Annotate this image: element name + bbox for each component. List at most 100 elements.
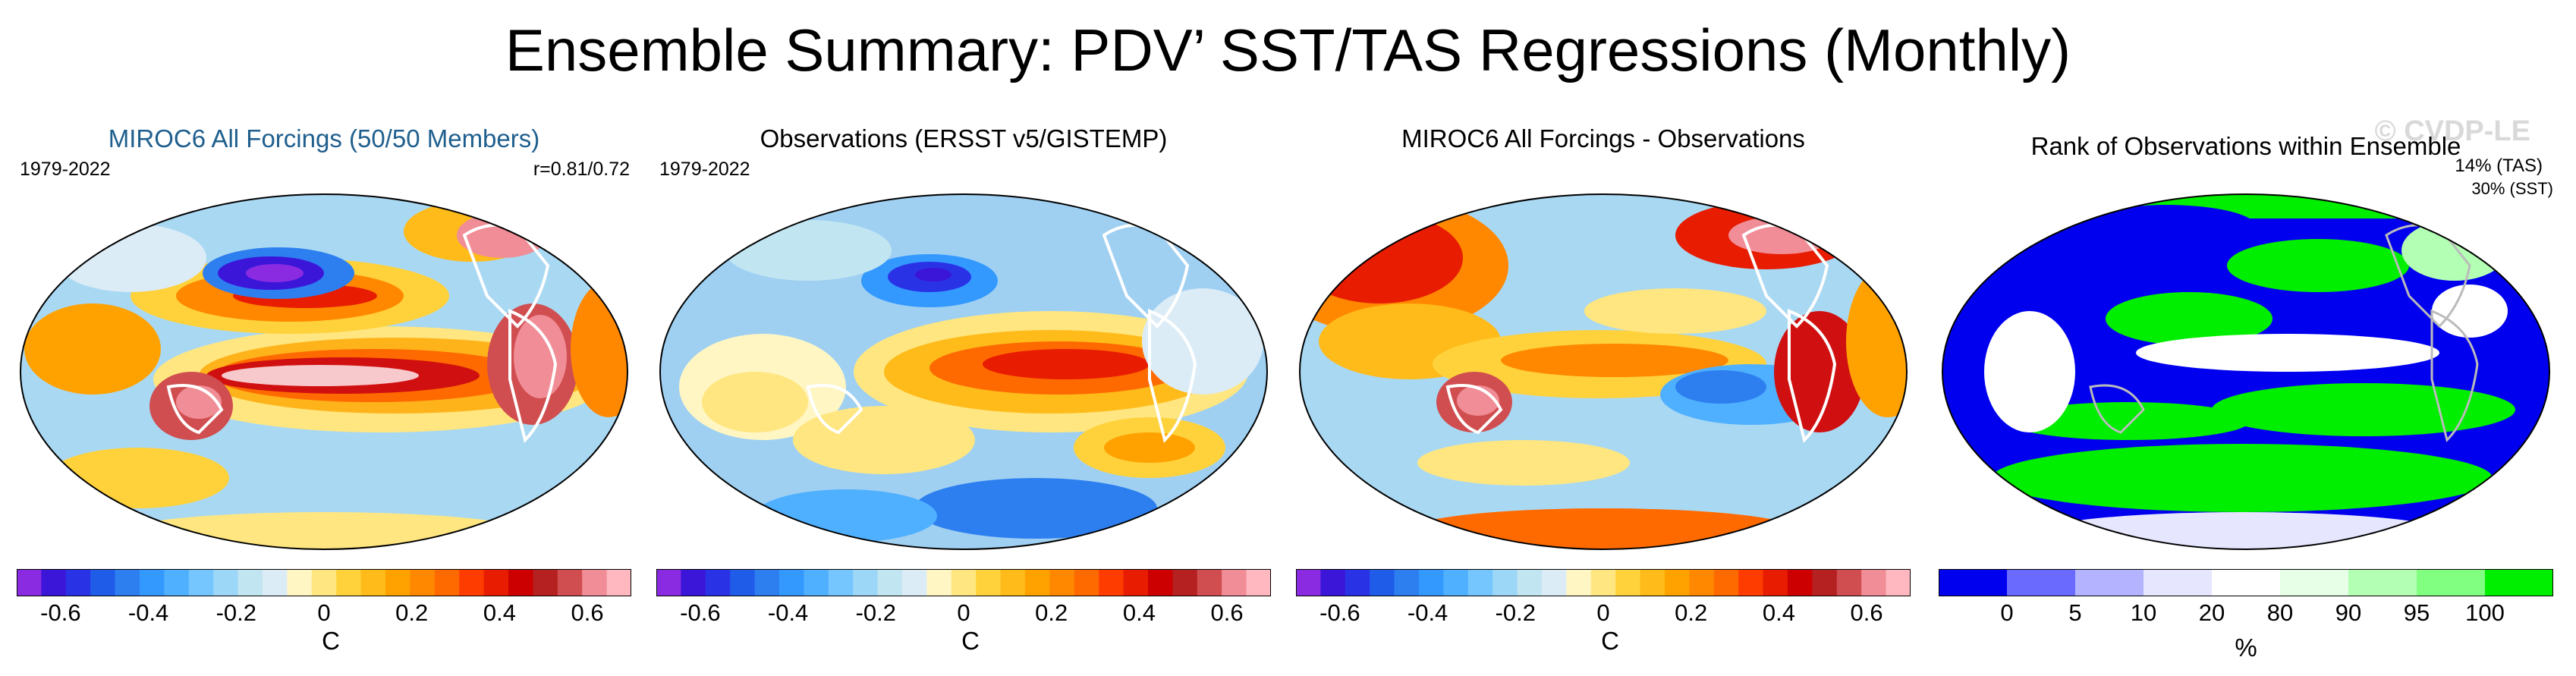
colorbar-unit: C [322, 627, 340, 655]
colorbar-swatch [804, 569, 829, 596]
colorbar-frame [17, 569, 631, 596]
colorbar-frame [1296, 569, 1911, 596]
colorbar-swatch [115, 569, 140, 596]
panel-observations: Observations (ERSST v5/GISTEMP) 1979-202… [656, 114, 1271, 671]
colorbar-swatch [1836, 569, 1862, 596]
colorbar-swatch [1939, 569, 2008, 596]
map-globe [1942, 193, 2550, 550]
colorbar-swatch [41, 569, 67, 596]
colorbar-swatch [853, 569, 879, 596]
colorbar-swatch [336, 569, 362, 596]
colorbar-swatch [1517, 569, 1543, 596]
colorbar-swatch [1640, 569, 1665, 596]
colorbar-tick-label: -0.4 [767, 599, 809, 626]
colorbar-swatch [828, 569, 854, 596]
colorbar-swatch [656, 569, 681, 596]
colorbar-swatch [1000, 569, 1026, 596]
colorbar-swatch [1763, 569, 1788, 596]
colorbar-swatch [1123, 569, 1149, 596]
colorbar-tick-label: 0.6 [571, 599, 604, 626]
colorbar-swatch [902, 569, 927, 596]
panel-title: MIROC6 All Forcings (50/50 Members) [108, 124, 540, 152]
colorbar [1296, 569, 1911, 596]
panel-rank: © CVDP-LE Rank of Observations within En… [1939, 114, 2553, 671]
colorbar-swatch [508, 569, 533, 596]
colorbar-swatch [1590, 569, 1616, 596]
colorbar-swatch [1443, 569, 1469, 596]
colorbar-swatch [1738, 569, 1764, 596]
colorbar-swatch [1713, 569, 1739, 596]
rank-sst-label: 30% (SST) [2471, 179, 2553, 198]
colorbar-swatch [263, 569, 288, 596]
colorbar-swatch [1861, 569, 1887, 596]
colorbar-tick-label: 0.4 [1762, 599, 1795, 626]
colorbar-swatch [1886, 569, 1911, 596]
colorbar-swatch [779, 569, 804, 596]
colorbar [656, 569, 1271, 596]
colorbar-unit: C [961, 627, 980, 655]
colorbar-swatch [2348, 569, 2417, 596]
colorbar-swatch [188, 569, 214, 596]
colorbar-swatch [1172, 569, 1198, 596]
watermark: © CVDP-LE [2374, 115, 2530, 147]
colorbar-unit: % [2235, 634, 2257, 662]
colorbar-swatch [1345, 569, 1370, 596]
period-label: 1979-2022 [20, 159, 111, 180]
colorbar-tick-label: -0.4 [127, 599, 169, 626]
rank-tas-label: 14% (TAS) [2455, 156, 2543, 176]
colorbar-tick-label: 0.4 [1122, 599, 1156, 626]
colorbar-tick-label: 90 [2335, 599, 2362, 626]
colorbar-swatch [385, 569, 410, 596]
colorbar-swatch [1665, 569, 1690, 596]
map-globe [1299, 193, 1908, 550]
colorbar-swatch [976, 569, 1002, 596]
panel-title: Rank of Observations within Ensemble [2030, 132, 2461, 160]
colorbar-swatch [705, 569, 731, 596]
colorbar-swatch [287, 569, 313, 596]
colorbar-swatch [877, 569, 903, 596]
colorbar-swatch [926, 569, 952, 596]
colorbar-swatch [213, 569, 239, 596]
colorbar [17, 569, 631, 596]
colorbar-tick-label: -0.2 [855, 599, 897, 626]
colorbar-swatch [1370, 569, 1395, 596]
colorbar-swatch [90, 569, 116, 596]
colorbar-swatch [2485, 569, 2553, 596]
colorbar-tick-label: 0.2 [1675, 599, 1708, 626]
figure-title: Ensemble Summary: PDV’ SST/TAS Regressio… [505, 17, 2071, 83]
colorbar-swatch [483, 569, 509, 596]
colorbar-swatch [1148, 569, 1173, 596]
colorbar-swatch [1025, 569, 1050, 596]
colorbar-swatch [410, 569, 436, 596]
colorbar-swatch [2075, 569, 2144, 596]
map-globe [659, 193, 1268, 550]
colorbar-tick-label: 100 [2465, 599, 2505, 626]
colorbar-swatch [360, 569, 386, 596]
colorbar-swatch [557, 569, 583, 596]
colorbar-tick-label: 0 [1596, 599, 1610, 626]
colorbar-unit: C [1601, 627, 1619, 655]
colorbar-swatch [65, 569, 91, 596]
colorbar-swatch [1566, 569, 1592, 596]
colorbar-tick-label: 80 [2266, 599, 2294, 626]
colorbar-swatch [1246, 569, 1271, 596]
colorbar-tick-label: 0 [957, 599, 970, 626]
colorbar-swatch [434, 569, 460, 596]
colorbar-tick-label: 5 [2068, 599, 2082, 626]
colorbar-swatch [1542, 569, 1567, 596]
panel-title: Observations (ERSST v5/GISTEMP) [760, 124, 1168, 152]
colorbar-swatch [533, 569, 558, 596]
colorbar-tick-label: -0.4 [1407, 599, 1448, 626]
panel-model: MIROC6 All Forcings (50/50 Members) 1979… [17, 114, 631, 671]
colorbar-swatch [1197, 569, 1222, 596]
colorbar-tick-label: 0.4 [483, 599, 516, 626]
colorbar-tick-label: -0.2 [1495, 599, 1536, 626]
colorbar-tick-label: 0.2 [395, 599, 429, 626]
colorbar-swatch [2212, 569, 2281, 596]
colorbar-swatch [311, 569, 337, 596]
colorbar-swatch [1049, 569, 1075, 596]
colorbar-swatch [754, 569, 780, 596]
colorbar-tick-label: -0.6 [1319, 599, 1360, 626]
colorbar-tick-label: 0 [317, 599, 331, 626]
colorbar-swatch [1615, 569, 1641, 596]
